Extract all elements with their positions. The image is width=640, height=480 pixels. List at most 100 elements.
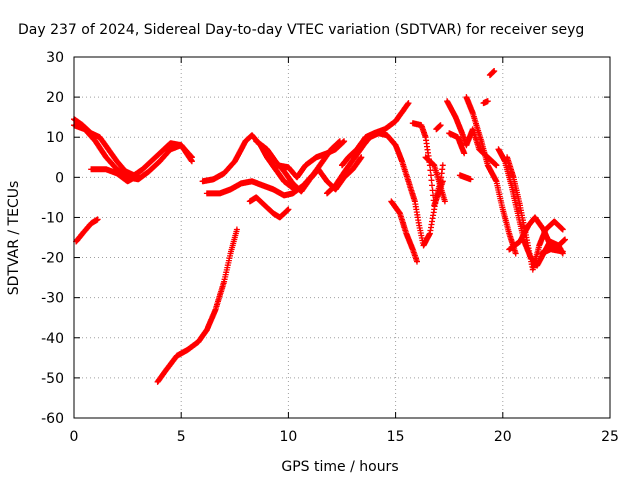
data-point	[197, 340, 200, 343]
data-point	[448, 132, 451, 135]
data-point	[495, 180, 498, 183]
data-points	[71, 68, 568, 385]
data-point	[244, 140, 247, 143]
axis-ticks: 0 5 10 15 20 25 -60 -50 -40 -30 -20 -10 0 10 20 30	[41, 50, 619, 445]
data-point	[250, 134, 254, 137]
data-point	[89, 168, 93, 171]
data-point	[364, 136, 367, 139]
data-point	[334, 148, 337, 151]
data-point	[248, 200, 252, 203]
data-point	[94, 140, 97, 143]
data-point	[435, 128, 438, 131]
data-point	[360, 156, 363, 159]
y-tick-label: -20	[41, 251, 64, 267]
data-point	[287, 166, 290, 169]
data-point	[282, 180, 286, 183]
data-point	[394, 144, 397, 147]
data-point	[533, 216, 537, 219]
y-axis-label: SDTVAR / TECUs	[6, 181, 22, 296]
data-point	[235, 228, 239, 231]
plus-markers	[480, 98, 491, 107]
data-point	[501, 208, 504, 211]
y-tick-label: 0	[55, 170, 64, 186]
plus-markers	[486, 68, 498, 79]
data-point	[523, 240, 526, 243]
data-point	[295, 176, 299, 179]
data-point	[424, 156, 427, 159]
data-point	[478, 148, 481, 151]
data-point	[471, 111, 474, 115]
data-point	[454, 115, 457, 119]
data-point	[304, 164, 307, 167]
data-point	[282, 194, 286, 197]
data-point	[456, 136, 459, 139]
series-arc-27	[538, 236, 568, 257]
data-point	[439, 123, 442, 127]
data-point	[460, 132, 464, 135]
data-point	[115, 172, 119, 175]
data-point	[334, 184, 337, 187]
data-point	[525, 236, 528, 239]
x-tick-label: 10	[279, 429, 297, 445]
data-point	[83, 128, 86, 131]
data-point	[190, 156, 194, 159]
series-arc-23	[456, 172, 474, 183]
data-point	[413, 200, 417, 203]
data-point	[402, 107, 406, 111]
data-point	[126, 180, 129, 183]
x-tick-label: 5	[177, 429, 186, 445]
data-point	[432, 204, 436, 207]
data-point	[291, 192, 294, 195]
data-point	[377, 132, 380, 135]
series-arc-10	[274, 138, 348, 181]
data-point	[175, 354, 179, 358]
data-point	[147, 170, 151, 173]
data-point	[190, 160, 194, 163]
data-point	[465, 144, 468, 147]
series-arc-16	[422, 154, 448, 205]
data-point	[340, 164, 344, 167]
data-point	[205, 328, 209, 331]
data-point	[317, 168, 320, 171]
plus-markers	[154, 226, 240, 385]
data-point	[164, 368, 168, 372]
data-point	[518, 240, 522, 243]
data-point	[432, 164, 436, 167]
y-tick-label: -60	[41, 411, 64, 427]
series-arc-22	[486, 68, 498, 79]
data-point	[495, 164, 498, 167]
data-point	[233, 160, 236, 163]
x-tick-label: 15	[387, 429, 405, 445]
x-axis-label: GPS time / hours	[281, 459, 398, 475]
data-point	[300, 190, 303, 193]
data-point	[557, 244, 560, 247]
data-point	[398, 212, 402, 215]
y-tick-label: -10	[41, 210, 64, 226]
data-point	[325, 180, 329, 183]
data-point	[441, 180, 444, 183]
data-point	[255, 140, 258, 143]
data-point	[420, 123, 423, 127]
data-point	[222, 172, 226, 175]
data-point	[325, 192, 329, 195]
data-point	[287, 208, 290, 211]
data-point	[508, 232, 511, 235]
data-point	[486, 164, 489, 167]
data-point	[137, 174, 140, 177]
data-point	[437, 192, 440, 195]
data-point	[415, 260, 419, 263]
data-point	[514, 252, 517, 255]
data-point	[400, 160, 404, 163]
y-tick-label: 30	[46, 50, 64, 66]
data-point	[205, 192, 209, 195]
data-point	[390, 200, 393, 203]
data-point	[214, 308, 217, 311]
data-point	[486, 99, 489, 103]
data-point	[229, 188, 232, 191]
series-arc-20	[463, 94, 519, 257]
data-point	[394, 119, 397, 123]
data-point	[445, 99, 449, 103]
data-point	[505, 156, 509, 159]
plus-markers	[73, 216, 101, 245]
data-point	[255, 196, 258, 199]
